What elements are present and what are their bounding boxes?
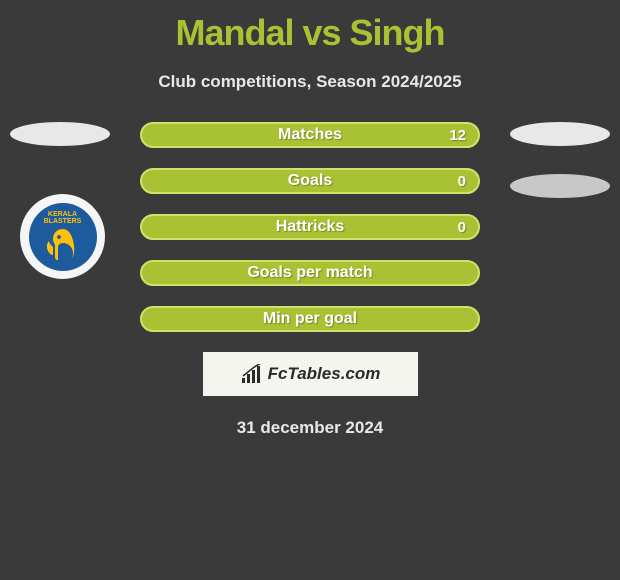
stat-bar-goals-per-match: Goals per match [140, 260, 480, 286]
footer-brand-text: FcTables.com [268, 364, 381, 384]
content-area: KERALA BLASTERS Matches 12 Goals 0 Hattr… [0, 122, 620, 438]
team-logo-inner: KERALA BLASTERS [29, 203, 97, 271]
left-player-placeholder [10, 122, 110, 146]
date-text: 31 december 2024 [0, 418, 620, 438]
elephant-icon [43, 225, 83, 263]
stat-bar-goals: Goals 0 [140, 168, 480, 194]
chart-icon [240, 364, 264, 384]
footer-brand-box: FcTables.com [203, 352, 418, 396]
stat-label: Goals per match [247, 264, 372, 282]
stats-container: Matches 12 Goals 0 Hattricks 0 Goals per… [140, 122, 480, 332]
stat-value: 0 [458, 219, 466, 236]
stat-value: 0 [458, 173, 466, 190]
right-player-placeholder [510, 122, 610, 146]
stat-label: Min per goal [263, 310, 357, 328]
subtitle: Club competitions, Season 2024/2025 [0, 72, 620, 92]
team-logo-kerala-blasters: KERALA BLASTERS [20, 194, 105, 279]
right-team-placeholder [510, 174, 610, 198]
team-logo-text: KERALA BLASTERS [44, 211, 82, 225]
footer-brand: FcTables.com [240, 364, 381, 384]
page-title: Mandal vs Singh [0, 0, 620, 54]
stat-bar-hattricks: Hattricks 0 [140, 214, 480, 240]
stat-label: Matches [278, 126, 342, 144]
stat-bar-matches: Matches 12 [140, 122, 480, 148]
stat-label: Hattricks [276, 218, 344, 236]
stat-bar-min-per-goal: Min per goal [140, 306, 480, 332]
stat-label: Goals [288, 172, 332, 190]
stat-value: 12 [449, 127, 466, 144]
